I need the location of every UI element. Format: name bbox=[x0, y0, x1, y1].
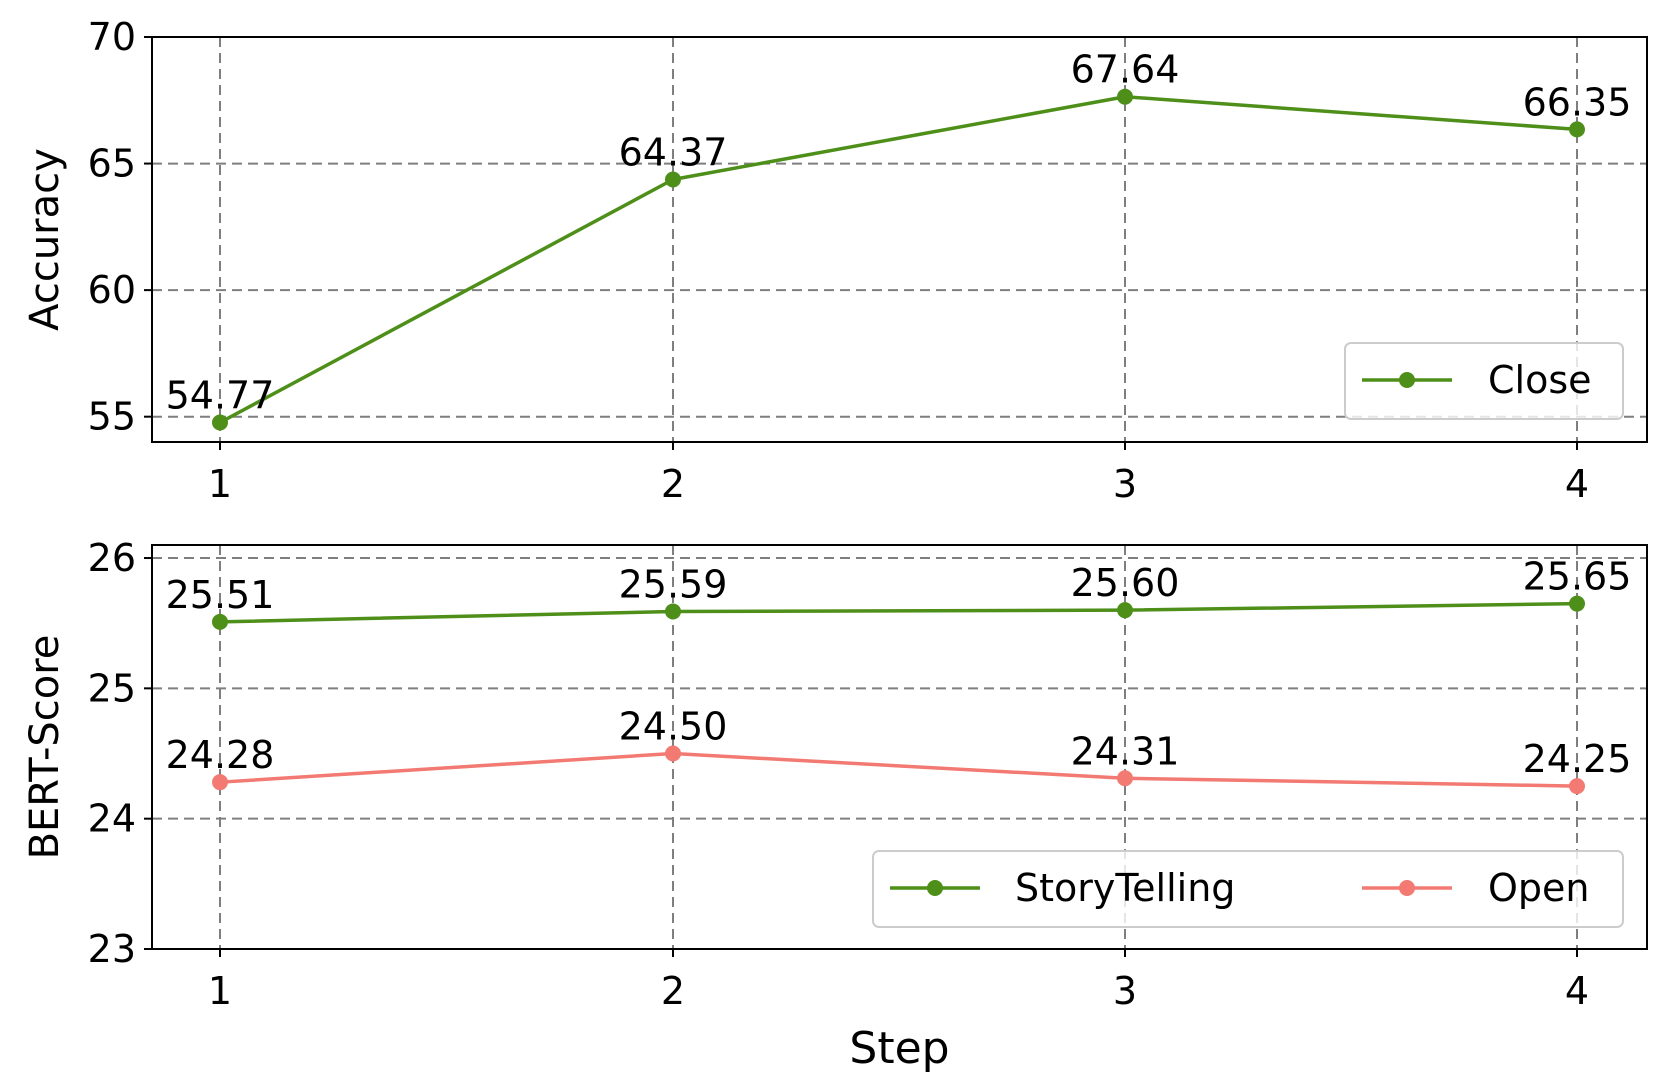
y-axis-label: Accuracy bbox=[22, 148, 68, 331]
legend-label: StoryTelling bbox=[1015, 866, 1235, 910]
data-point bbox=[665, 603, 681, 620]
x-tick-label: 3 bbox=[1113, 969, 1137, 1013]
series-close: 54.77 64.37 67.64 66.35 bbox=[166, 48, 1632, 431]
y-tick-label: 70 bbox=[88, 15, 136, 59]
x-tick-label: 1 bbox=[208, 462, 232, 506]
data-label: 25.51 bbox=[166, 573, 275, 617]
data-point bbox=[1569, 121, 1585, 138]
plot-frame bbox=[151, 544, 1648, 950]
series-line bbox=[219, 751, 1578, 788]
x-tick-label: 4 bbox=[1565, 462, 1589, 506]
series-line bbox=[219, 94, 1578, 425]
legend-frame bbox=[1344, 342, 1624, 420]
data-point bbox=[665, 745, 681, 762]
x-tick-label: 2 bbox=[661, 462, 685, 506]
data-label: 66.35 bbox=[1523, 80, 1632, 124]
series-storytelling: 25.51 25.59 25.60 25.65 bbox=[166, 555, 1632, 630]
data-label: 64.37 bbox=[619, 131, 728, 175]
data-point bbox=[212, 414, 228, 431]
data-point bbox=[1569, 778, 1585, 795]
legend-marker bbox=[1399, 880, 1415, 896]
x-tick-label: 4 bbox=[1565, 969, 1589, 1013]
data-label: 24.25 bbox=[1523, 737, 1632, 781]
x-tick-label: 1 bbox=[208, 969, 232, 1013]
y-tick-label: 25 bbox=[88, 666, 136, 710]
data-label: 24.31 bbox=[1071, 729, 1180, 773]
legend-label: Close bbox=[1488, 358, 1592, 402]
x-tick-label: 2 bbox=[661, 969, 685, 1013]
data-point bbox=[212, 774, 228, 791]
y-tick-label: 55 bbox=[88, 395, 136, 439]
x-axis-label: Step bbox=[849, 1023, 949, 1074]
data-point bbox=[665, 171, 681, 188]
y-axis-label: BERT-Score bbox=[22, 635, 68, 860]
y-tick-label: 24 bbox=[88, 797, 136, 841]
y-tick-label: 23 bbox=[88, 927, 136, 971]
data-label: 25.60 bbox=[1071, 561, 1180, 605]
data-label: 25.65 bbox=[1523, 555, 1632, 599]
data-point bbox=[212, 613, 228, 630]
y-tick-label: 60 bbox=[88, 268, 136, 312]
y-tick-label: 26 bbox=[88, 536, 136, 580]
chart-panel-1: 55 60 65 70 1 2 3 4 Accuracy 54.77 64.37 67.64 66.35… bbox=[22, 15, 1648, 506]
data-label: 25.59 bbox=[619, 562, 728, 606]
legend-frame bbox=[872, 850, 1624, 928]
data-label: 24.50 bbox=[619, 705, 728, 749]
data-label: 24.28 bbox=[166, 733, 275, 777]
series-line bbox=[219, 601, 1578, 624]
data-point bbox=[1117, 602, 1133, 619]
data-point bbox=[1569, 595, 1585, 612]
legend: Close bbox=[1344, 342, 1624, 420]
series-open: 24.28 24.50 24.31 24.25 bbox=[166, 705, 1632, 795]
y-tick-label: 65 bbox=[88, 142, 136, 186]
legend-label: Open bbox=[1488, 866, 1590, 910]
data-label: 67.64 bbox=[1071, 48, 1180, 92]
x-tick-label: 3 bbox=[1113, 462, 1137, 506]
legend: StoryTelling Open bbox=[872, 850, 1624, 928]
plot-frame bbox=[151, 36, 1648, 443]
data-point bbox=[1117, 88, 1133, 105]
legend-marker bbox=[1399, 372, 1415, 388]
data-label: 54.77 bbox=[166, 374, 275, 418]
data-point bbox=[1117, 770, 1133, 787]
legend-marker bbox=[927, 880, 943, 896]
